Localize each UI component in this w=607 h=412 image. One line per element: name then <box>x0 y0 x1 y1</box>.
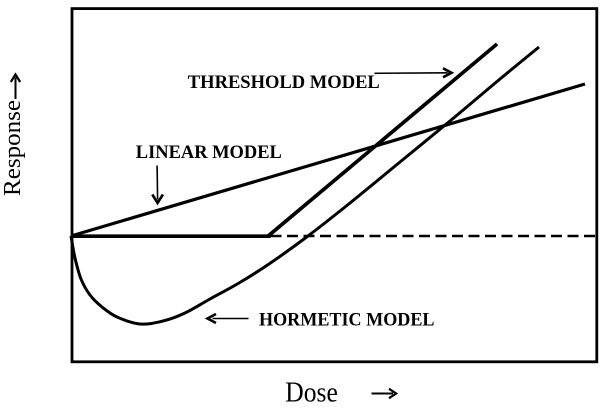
svg-text:THRESHOLD MODEL: THRESHOLD MODEL <box>188 72 380 93</box>
svg-text:Response: Response <box>0 100 26 196</box>
svg-text:HORMETIC MODEL: HORMETIC MODEL <box>259 309 435 330</box>
svg-text:LINEAR MODEL: LINEAR MODEL <box>136 142 282 163</box>
svg-text:Dose: Dose <box>285 378 338 409</box>
